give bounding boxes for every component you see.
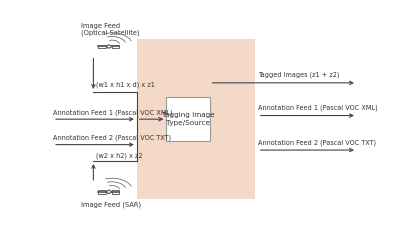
Text: Tagged Images (z1 + z2): Tagged Images (z1 + z2) <box>258 72 339 78</box>
Bar <box>166 97 210 141</box>
Text: Image Feed
(Optical Satellite): Image Feed (Optical Satellite) <box>81 23 140 37</box>
Text: (w2 x h2) x z2: (w2 x h2) x z2 <box>96 153 143 159</box>
Bar <box>137 39 255 199</box>
Text: Annotation Feed 1 (Pascal VOC XML): Annotation Feed 1 (Pascal VOC XML) <box>258 105 377 111</box>
Text: Image Feed (SAR): Image Feed (SAR) <box>81 202 141 208</box>
Text: Tagging Image
Type/Source: Tagging Image Type/Source <box>162 112 214 126</box>
Text: (w1 x h1 x d) x z1: (w1 x h1 x d) x z1 <box>96 82 155 88</box>
Text: Annotation Feed 2 (Pascal VOC TXT): Annotation Feed 2 (Pascal VOC TXT) <box>258 139 376 146</box>
Text: Annotation Feed 1 (Pascal VOC XML): Annotation Feed 1 (Pascal VOC XML) <box>53 109 173 116</box>
Text: Annotation Feed 2 (Pascal VOC TXT): Annotation Feed 2 (Pascal VOC TXT) <box>53 135 171 141</box>
